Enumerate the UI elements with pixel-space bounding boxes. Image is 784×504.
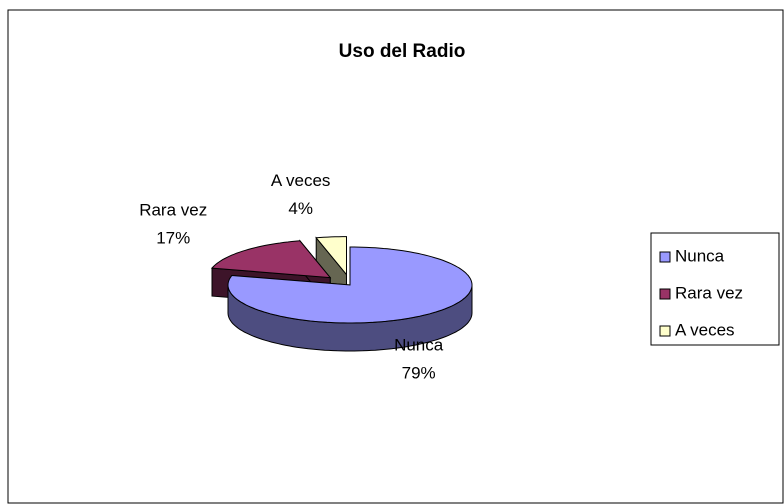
pie-slice xyxy=(315,236,347,276)
legend-box xyxy=(650,232,780,346)
data-label-value: 17% xyxy=(156,229,190,248)
legend-swatch xyxy=(659,325,671,337)
data-label-value: 4% xyxy=(288,199,313,218)
chart-title: Uso del Radio xyxy=(339,41,466,62)
legend-swatch xyxy=(659,288,671,300)
data-label-name: Nunca xyxy=(394,335,444,354)
legend-label: Nunca xyxy=(675,246,725,265)
data-label-name: Rara vez xyxy=(139,201,207,220)
data-label-value: 79% xyxy=(402,363,436,382)
legend-label: A veces xyxy=(675,320,735,339)
legend-swatch xyxy=(659,251,671,263)
legend-label: Rara vez xyxy=(675,283,743,302)
data-label-name: A veces xyxy=(271,171,331,190)
pie-slice xyxy=(227,246,473,324)
pie-slice xyxy=(210,240,332,279)
